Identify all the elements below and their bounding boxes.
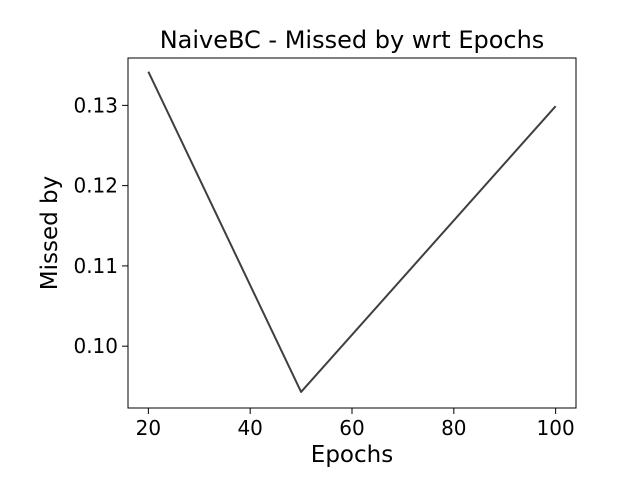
x-tick-label: 100 bbox=[537, 416, 575, 440]
series-line bbox=[147, 71, 557, 393]
x-axis-label: Epochs bbox=[311, 442, 393, 468]
x-tick-label: 40 bbox=[237, 416, 262, 440]
x-tick-label: 60 bbox=[339, 416, 364, 440]
plot-area: 20 40 60 80 100 0.10 0.11 0.12 0.13 bbox=[73, 57, 577, 440]
x-tick-label: 80 bbox=[441, 416, 466, 440]
x-axis: 20 40 60 80 100 bbox=[136, 408, 575, 440]
y-tick-label: 0.13 bbox=[73, 93, 118, 117]
y-tick-label: 0.10 bbox=[73, 334, 118, 358]
y-axis: 0.10 0.11 0.12 0.13 bbox=[73, 93, 128, 358]
plot-frame bbox=[127, 57, 577, 409]
y-axis-label: Missed by bbox=[37, 176, 63, 290]
chart-title: NaiveBC - Missed by wrt Epochs bbox=[160, 26, 545, 54]
y-tick-label: 0.12 bbox=[73, 174, 118, 198]
series-group bbox=[147, 71, 557, 393]
x-tick-label: 20 bbox=[136, 416, 161, 440]
y-tick-label: 0.11 bbox=[73, 254, 118, 278]
